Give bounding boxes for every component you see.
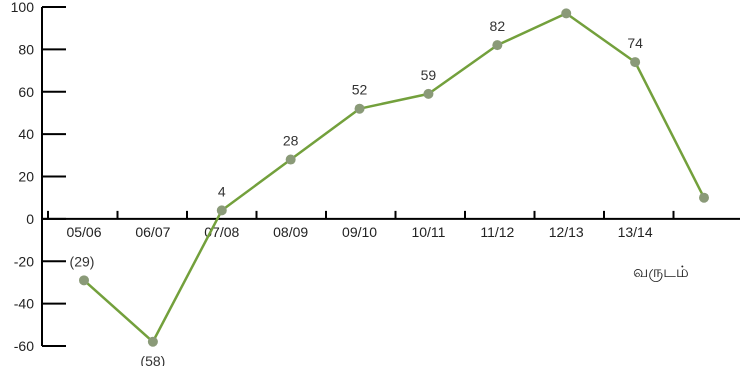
x-tick-label: 13/14 (618, 224, 653, 240)
y-tick-label: 60 (18, 84, 34, 100)
y-tick-label: 40 (18, 126, 34, 142)
data-point (561, 8, 571, 18)
data-label: 52 (352, 82, 368, 98)
series: (29) (58) 4 28 52 59 82 74 (70, 8, 709, 366)
data-point (630, 57, 640, 67)
x-axis-title: வருடம் (633, 262, 689, 282)
data-label: 74 (627, 35, 643, 51)
data-point (286, 155, 296, 165)
data-point (699, 193, 709, 203)
data-point (148, 337, 158, 347)
y-tick-label: 80 (18, 41, 34, 57)
x-tick-label: 08/09 (273, 224, 308, 240)
y-tick-label: -20 (14, 253, 34, 269)
data-point (355, 104, 365, 114)
x-tick-label: 11/12 (480, 224, 514, 240)
y-tick-label: -40 (14, 296, 34, 312)
x-tick-label: 09/10 (342, 224, 377, 240)
data-label: 82 (490, 18, 506, 34)
data-point (79, 275, 89, 285)
data-point (423, 89, 433, 99)
y-axis: -60 -40 -20 0 20 40 60 80 100 (11, 0, 66, 354)
data-label: (29) (70, 253, 95, 269)
y-tick-label: 0 (26, 211, 34, 227)
data-label: 28 (283, 133, 299, 149)
y-tick-label: -60 (14, 338, 34, 354)
y-tick-label: 20 (18, 169, 34, 185)
data-point (217, 205, 227, 215)
data-label: (58) (140, 353, 165, 366)
x-tick-label: 05/06 (66, 224, 101, 240)
data-point (492, 40, 502, 50)
x-tick-label: 12/13 (549, 224, 584, 240)
x-axis: 05/06 06/07 07/08 08/09 09/10 10/11 11/12 12/13… (42, 211, 740, 240)
data-label: 59 (421, 67, 437, 83)
x-tick-label: 10/11 (411, 224, 445, 240)
data-label: 4 (218, 183, 226, 199)
x-tick-label: 06/07 (135, 224, 170, 240)
series-line (84, 13, 704, 341)
y-tick-label: 100 (11, 0, 35, 15)
